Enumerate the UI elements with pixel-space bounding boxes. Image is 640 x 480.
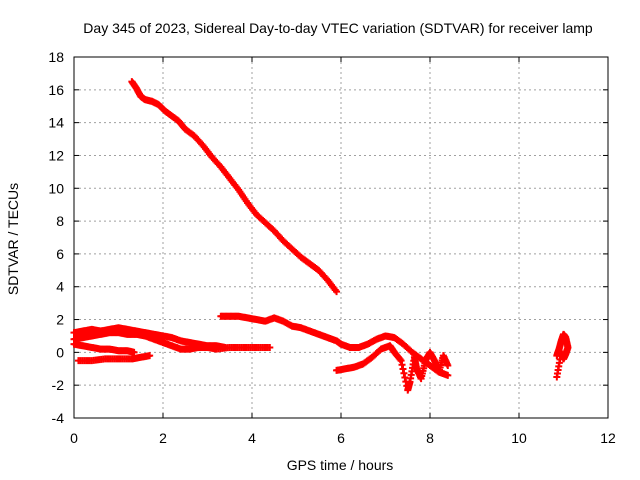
series-right-cluster xyxy=(553,330,572,381)
x-tick-label: 6 xyxy=(337,430,345,446)
y-tick-label: 16 xyxy=(48,82,64,98)
y-tick-label: -4 xyxy=(52,410,65,426)
y-tick-label: 10 xyxy=(48,180,64,196)
y-tick-label: 4 xyxy=(56,279,64,295)
series-bottom-band xyxy=(74,352,154,365)
data-point-marker xyxy=(553,373,561,381)
series-late-segment xyxy=(333,342,452,394)
grid-lines xyxy=(74,57,608,418)
y-tick-label: 2 xyxy=(56,312,64,328)
x-tick-label: 8 xyxy=(426,430,434,446)
y-tick-label: 6 xyxy=(56,246,64,262)
data-point-marker xyxy=(444,361,452,369)
data-point-marker xyxy=(333,288,341,296)
data-point-marker xyxy=(444,371,452,379)
y-tick-label: -2 xyxy=(52,377,65,393)
series-lower-band xyxy=(70,340,138,356)
y-tick-label: 18 xyxy=(48,49,64,65)
x-tick-label: 0 xyxy=(70,430,78,446)
y-tick-label: 0 xyxy=(56,344,64,360)
x-tick-label: 2 xyxy=(159,430,167,446)
y-axis-label: SDTVAR / TECUs xyxy=(5,183,21,295)
data-point-marker xyxy=(130,348,138,356)
x-tick-label: 4 xyxy=(248,430,256,446)
x-tick-label: 12 xyxy=(600,430,616,446)
data-point-marker xyxy=(266,343,274,351)
data-point-marker xyxy=(146,352,154,360)
series-upper-decline xyxy=(128,78,341,296)
series-second-band xyxy=(70,329,274,353)
axis-ticks: 0 2 4 6 8 10 12 -4 -2 0 2 4 6 8 10 12 14 16 18 xyxy=(48,49,616,446)
data-points xyxy=(70,78,572,394)
y-tick-label: 8 xyxy=(56,213,64,229)
x-tick-label: 10 xyxy=(511,430,527,446)
chart-title: Day 345 of 2023, Sidereal Day-to-day VTE… xyxy=(83,20,593,36)
y-tick-label: 12 xyxy=(48,147,64,163)
y-tick-label: 14 xyxy=(48,115,64,131)
x-axis-label: GPS time / hours xyxy=(287,457,394,473)
